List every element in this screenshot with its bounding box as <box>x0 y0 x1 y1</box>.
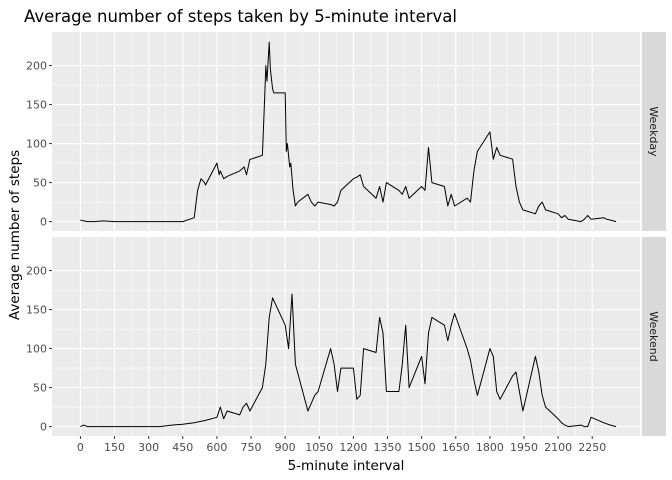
facet-panels: 0 50 100 150 200 Weekday 0 50 100 150 200 Weekend <box>26 32 666 436</box>
y-tick-label: 50 <box>33 177 47 190</box>
facet-panel-weekend: 0 50 100 150 200 Weekend <box>26 237 666 436</box>
y-axis-title: Average number of steps <box>7 150 23 320</box>
x-tick-label: 1050 <box>305 441 333 454</box>
series-line-weekend <box>80 293 617 428</box>
x-axis: 0 150 300 450 600 750 900 1050 1200 1350 1500 1650 1… <box>77 436 606 454</box>
facet-panel-weekday: 0 50 100 150 200 Weekday <box>26 32 666 231</box>
y-tick-label: 200 <box>26 60 47 73</box>
x-tick-label: 1950 <box>510 441 538 454</box>
x-tick-label: 450 <box>172 441 193 454</box>
facet-strip <box>642 32 666 231</box>
x-tick-label: 300 <box>138 441 159 454</box>
x-tick-label: 1200 <box>339 441 367 454</box>
y-tick-label: 0 <box>40 216 47 229</box>
x-tick-label: 1500 <box>408 441 436 454</box>
x-tick-label: 2250 <box>578 441 606 454</box>
facet-strip-label: Weekend <box>647 311 660 361</box>
x-tick-label: 150 <box>104 441 125 454</box>
x-axis-title: 5-minute interval <box>288 458 405 474</box>
y-tick-label: 200 <box>26 265 47 278</box>
chart-title: Average number of steps taken by 5-minut… <box>24 7 457 26</box>
y-tick-label: 50 <box>33 382 47 395</box>
panel-background <box>52 237 640 436</box>
y-tick-label: 150 <box>26 99 47 112</box>
facet-strip <box>642 237 666 436</box>
x-tick-label: 750 <box>241 441 262 454</box>
x-tick-label: 600 <box>206 441 227 454</box>
y-tick-label: 0 <box>40 421 47 434</box>
panel-background <box>52 32 640 231</box>
x-tick-label: 2100 <box>544 441 572 454</box>
y-tick-label: 100 <box>26 343 47 356</box>
series-line-weekday <box>80 41 617 223</box>
x-tick-label: 900 <box>275 441 296 454</box>
x-tick-label: 0 <box>77 441 84 454</box>
y-tick-label: 100 <box>26 138 47 151</box>
x-tick-label: 1350 <box>374 441 402 454</box>
facet-strip-label: Weekday <box>647 106 660 157</box>
x-tick-label: 1650 <box>442 441 470 454</box>
x-tick-label: 1800 <box>476 441 504 454</box>
y-tick-label: 150 <box>26 304 47 317</box>
